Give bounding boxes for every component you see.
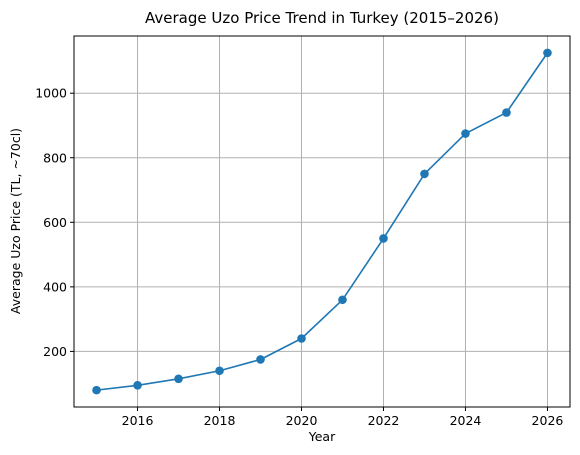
x-tick-label: 2020 [286,413,318,428]
x-tick-label: 2026 [532,413,564,428]
series-layer [92,48,552,395]
x-tick-label: 2022 [368,413,400,428]
y-tick-label: 400 [43,279,67,294]
data-point-2017 [174,374,183,384]
data-point-2025 [502,108,511,117]
y-tick-label: 200 [43,344,67,359]
x-tick-label: 2018 [204,413,236,428]
plot-frame [73,35,571,408]
data-point-2023 [420,169,429,179]
x-tick-label: 2016 [122,413,154,428]
y-axis-label: Average Uzo Price (TL, ~70cl) [8,128,23,314]
data-point-2016 [133,380,142,390]
y-tick-label: 600 [43,215,67,230]
grid [74,36,570,407]
x-tick-label: 2024 [450,413,482,428]
data-point-2020 [297,334,306,343]
x-axis-label: Year [308,429,336,444]
series-line [96,52,549,391]
data-point-2026 [543,48,552,58]
chart-title: Average Uzo Price Trend in Turkey (2015–… [145,9,499,27]
y-tick-label: 800 [43,150,67,165]
data-point-2018 [215,366,224,376]
data-point-2021 [338,295,347,305]
ticks: 2016 2018 2020 2022 2024 2026 200 400 600 800 1000 [35,86,563,428]
data-point-2022 [379,234,388,243]
data-point-2019 [256,355,265,364]
data-point-2024 [461,129,470,138]
data-point-2015 [92,385,101,395]
y-tick-label: 1000 [35,86,67,101]
